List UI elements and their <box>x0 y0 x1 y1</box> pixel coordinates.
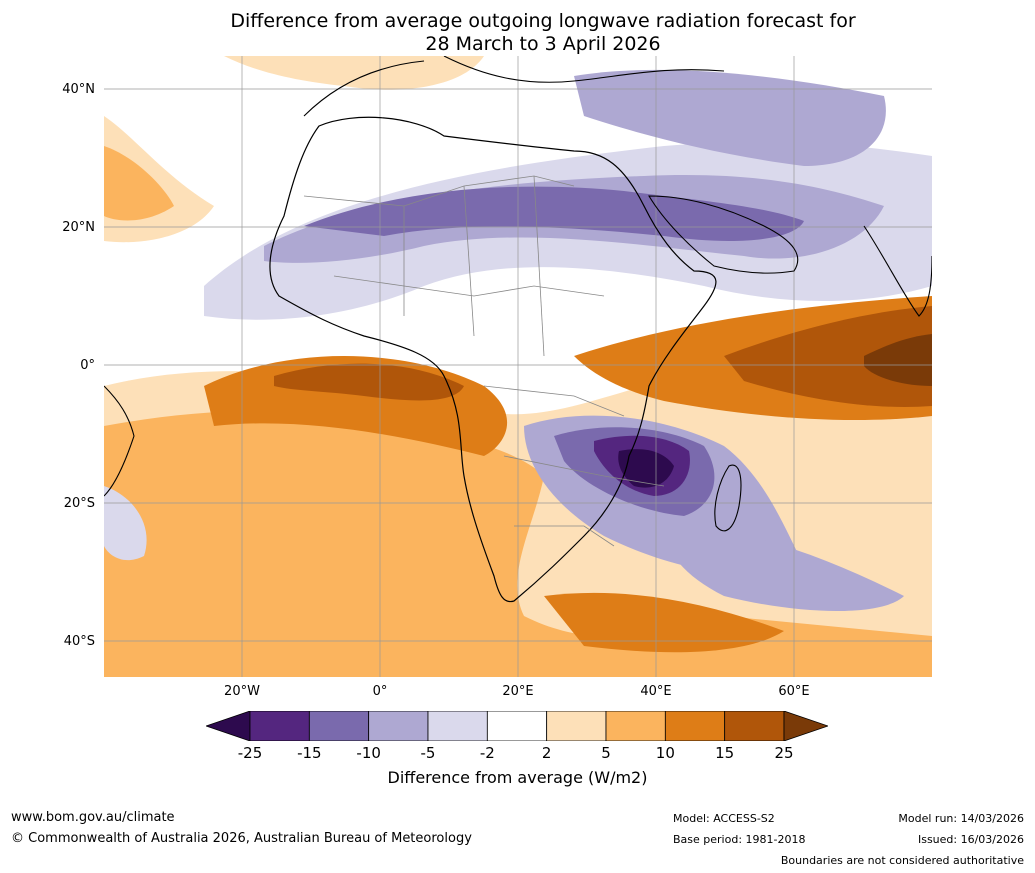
lon-label-20w: 20°W <box>224 684 260 699</box>
lon-label-0: 0° <box>372 684 388 699</box>
colorbar-tick-label: -25 <box>237 744 263 762</box>
colorbar-tick-label: 25 <box>774 744 794 762</box>
lat-label-40s: 40°S <box>63 634 95 649</box>
footer-model: Model: ACCESS-S2 <box>673 812 775 825</box>
lon-label-20e: 20°E <box>502 684 534 699</box>
colorbar-segment <box>486 711 548 741</box>
coastline-africa <box>269 116 717 603</box>
colorbar-segment <box>427 711 488 741</box>
colorbar <box>206 711 828 741</box>
colorbar-segment <box>605 711 666 741</box>
lat-label-0: 0° <box>80 358 95 373</box>
footer-base-period: Base period: 1981-2018 <box>673 833 806 846</box>
anomaly-region-europe <box>224 56 484 90</box>
anomaly-region-indian-strong <box>724 306 932 407</box>
colorbar-segment <box>546 711 607 741</box>
footer-disclaimer: Boundaries are not considered authoritat… <box>780 854 1024 867</box>
anomaly-region-equatorial-strong <box>274 363 464 401</box>
colorbar-label: Difference from average (W/m2) <box>387 768 648 787</box>
colorbar-tick-label: -5 <box>420 744 436 762</box>
coastline-south-america <box>104 385 135 497</box>
colorbar-segment <box>308 711 370 741</box>
anomaly-region-south-indian <box>664 526 904 611</box>
footer-issued: Issued: 16/03/2026 <box>917 833 1024 846</box>
anomaly-region-south-west-atlantic <box>104 486 147 561</box>
colorbar-tick-label: -15 <box>297 744 322 762</box>
colorbar-segment <box>664 711 726 741</box>
anomaly-region-southern-africa-peak <box>618 449 674 488</box>
anomaly-region-south-strong <box>544 592 784 653</box>
title-line-1: Difference from average outgoing longwav… <box>230 10 856 32</box>
anomaly-region-sahel-strong <box>304 186 804 241</box>
colorbar-tick-label: -10 <box>356 744 381 762</box>
anomaly-region-middle-east <box>574 69 886 166</box>
colorbar-tick-label: 10 <box>655 744 675 762</box>
lon-label-60e: 60°E <box>778 684 810 699</box>
footer-website: www.bom.gov.au/climate <box>11 810 175 825</box>
colorbar-segment <box>368 711 429 741</box>
footer-model-run: Model run: 14/03/2026 <box>898 812 1024 825</box>
olr-anomaly-map <box>104 56 932 677</box>
colorbar-tick-label: 5 <box>601 744 611 762</box>
chart-title: Difference from average outgoing longwav… <box>0 10 1035 56</box>
footer-copyright: © Commonwealth of Australia 2026, Austra… <box>11 831 472 846</box>
colorbar-tick-label: 2 <box>541 744 552 762</box>
coastline-arabia <box>648 195 799 274</box>
colorbar-segment <box>724 711 785 741</box>
lat-label-20s: 20°S <box>63 496 95 511</box>
colorbar-extend-low <box>206 711 251 741</box>
coastline-europe <box>303 56 725 117</box>
lon-label-40e: 40°E <box>640 684 672 699</box>
colorbar-extend-high <box>783 711 828 741</box>
coastline-india <box>863 225 932 317</box>
colorbar-segment <box>249 711 310 741</box>
country-boundaries <box>303 175 665 547</box>
anomaly-region-north-atlantic-mid <box>104 146 174 221</box>
lat-label-20n: 20°N <box>62 220 95 235</box>
graticule <box>104 56 932 677</box>
colorbar-tick-label: -2 <box>479 744 495 762</box>
colorbar-tick-label: 15 <box>715 744 735 762</box>
lat-label-40n: 40°N <box>62 82 95 97</box>
title-line-2: 28 March to 3 April 2026 <box>425 33 661 55</box>
coastline-madagascar <box>714 464 742 532</box>
anomaly-region-indian-extreme <box>864 334 932 386</box>
